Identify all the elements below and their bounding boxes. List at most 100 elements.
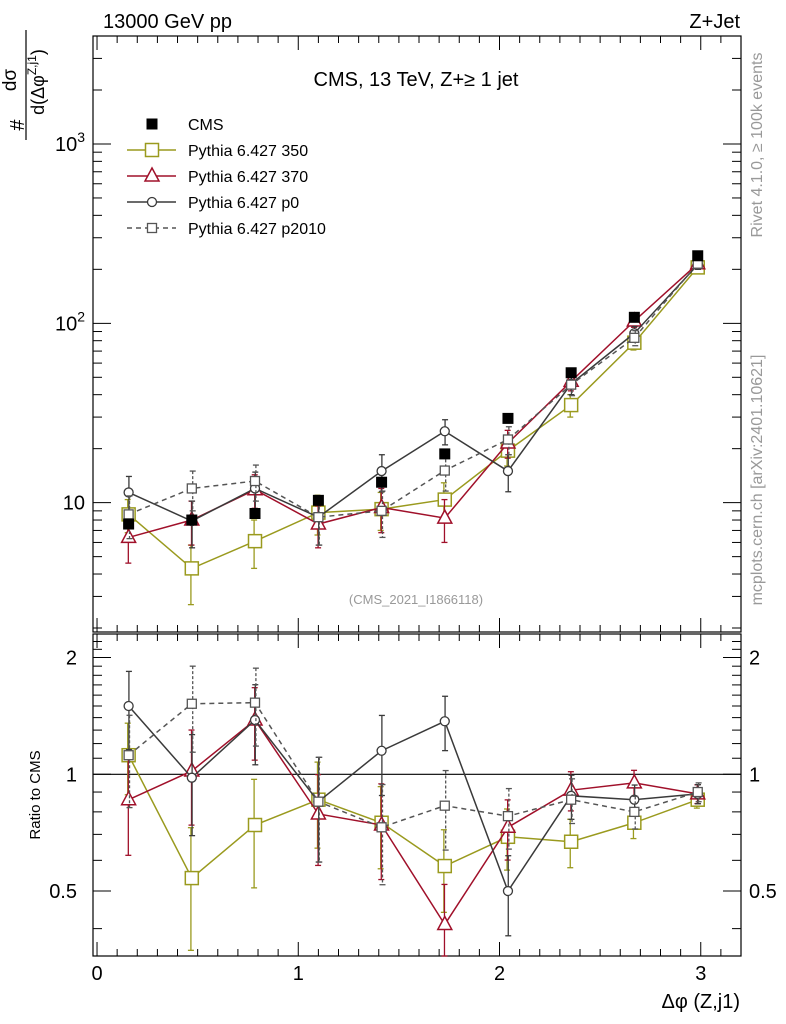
legend-label: Pythia 6.427 p2010 — [188, 221, 326, 238]
legend-marker — [146, 222, 158, 234]
ratio-point — [376, 822, 387, 833]
legend-entry: Pythia 6.427 350 — [127, 142, 308, 160]
ratio-y-tick-label-right: 1 — [749, 764, 760, 786]
legend-marker — [146, 118, 158, 130]
ratio-point — [629, 806, 640, 818]
legend-label: Pythia 6.427 370 — [188, 169, 308, 186]
legend-label: CMS — [188, 117, 224, 134]
y-tick-label: 10 — [63, 493, 85, 515]
series-point — [184, 561, 200, 576]
ratio-point — [376, 745, 387, 756]
ratio-point — [439, 800, 450, 811]
series-point — [186, 483, 197, 494]
series-line — [128, 263, 699, 539]
ratio-point — [563, 834, 579, 849]
data-point — [312, 494, 324, 506]
y-tick-label: 102 — [55, 308, 85, 335]
series-point — [566, 379, 577, 390]
data-point — [439, 448, 451, 460]
series-point — [502, 465, 514, 477]
series-line — [128, 264, 699, 522]
legend-entry: Pythia 6.427 p2010 — [127, 221, 326, 238]
series-point — [123, 509, 134, 520]
ratio-panel: 0 1 2 3 0.5 0.5 1 1 2 2 — [49, 633, 777, 985]
ratio-series-line — [128, 718, 698, 926]
ratio-y-tick-label: 1 — [66, 764, 77, 786]
series-point — [439, 426, 450, 437]
ratio-series-3 — [123, 665, 703, 886]
series-point — [123, 487, 134, 498]
series-point — [563, 397, 579, 413]
series-point — [629, 332, 640, 343]
ratio-axis-label: Ratio to CMS — [27, 750, 44, 839]
data-point — [123, 518, 135, 530]
legend-entry: Pythia 6.427 370 — [127, 166, 308, 186]
legend-label: Pythia 6.427 p0 — [188, 195, 299, 212]
ratio-y-tick-label-right: 0.5 — [749, 881, 777, 903]
ratio-y-tick-label: 2 — [66, 648, 77, 670]
data-point — [628, 311, 640, 323]
x-tick-label: 1 — [293, 963, 304, 985]
data-point — [502, 412, 514, 424]
ratio-series-1 — [120, 687, 706, 957]
ratio-y-tick-label: 0.5 — [49, 881, 77, 903]
ratio-point — [247, 817, 263, 833]
ratio-series-2 — [123, 670, 703, 937]
ratio-point — [436, 914, 454, 931]
series-point — [247, 533, 263, 549]
data-point — [692, 250, 704, 262]
data-point — [565, 367, 577, 379]
ratio-point — [123, 750, 134, 761]
x-tick-label: 0 — [91, 963, 102, 985]
ratio-point — [502, 885, 514, 897]
ratio-point — [629, 794, 640, 805]
series-point — [376, 465, 387, 477]
data-point — [186, 514, 198, 526]
ratio-point — [502, 810, 514, 822]
ratio-series-line — [127, 754, 698, 880]
rivet-label: Rivet 4.1.0, ≥ 100k events — [749, 53, 766, 238]
x-tick-label: 2 — [494, 963, 505, 985]
x-tick-label: 3 — [695, 963, 706, 985]
ratio-series-line — [128, 705, 698, 893]
header-energy-label: 13000 GeV pp — [103, 11, 232, 33]
series-line — [128, 263, 699, 518]
legend-marker — [146, 196, 158, 208]
ratio-point — [499, 817, 517, 834]
ratio-point — [184, 870, 200, 886]
y-axis-numerator: dσ — [0, 69, 21, 92]
ratio-point — [437, 858, 453, 874]
ratio-point — [249, 697, 261, 708]
legend-marker — [144, 142, 160, 158]
ratio-point — [123, 700, 134, 712]
legend-entry: CMS — [146, 117, 224, 134]
y-axis-label: # dσ d(ΔφZ,j1) — [0, 30, 48, 140]
header-process-label: Z+Jet — [689, 11, 740, 33]
series-point — [439, 465, 450, 476]
series-3 — [123, 258, 703, 546]
ratio-point — [439, 716, 450, 727]
series-point — [313, 512, 324, 523]
series-point — [249, 475, 261, 487]
ratio-point — [120, 790, 137, 806]
ratio-point — [313, 796, 324, 807]
legend: CMS Pythia 6.427 350 Pythia 6.427 370 Pythi… — [127, 117, 326, 238]
y-tick-label: 103 — [55, 129, 85, 156]
data-point — [249, 507, 261, 519]
series-point — [436, 508, 454, 524]
legend-marker — [143, 166, 161, 182]
y-axis-hash: # — [7, 119, 29, 131]
ratio-point — [249, 714, 261, 726]
ratio-frame — [92, 633, 742, 957]
chart-title: CMS, 13 TeV, Z+≥ 1 jet — [314, 69, 519, 91]
ratio-point — [186, 772, 197, 783]
y-axis-denominator: d(ΔφZ,j1) — [25, 49, 48, 115]
series-point — [502, 434, 514, 445]
ratio-y-tick-label-right: 2 — [749, 648, 760, 670]
mcplots-label: mcplots.cern.ch [arXiv:2401.10621] — [749, 355, 766, 606]
analysis-id: (CMS_2021_I1866118) — [349, 592, 483, 607]
data-point — [376, 476, 388, 488]
series-0 — [121, 260, 705, 606]
series-point — [376, 505, 387, 517]
